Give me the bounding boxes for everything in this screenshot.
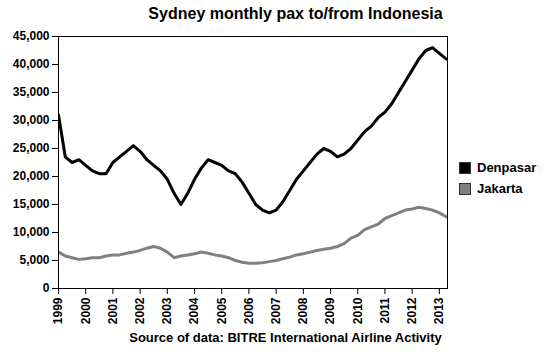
svg-text:2000: 2000 <box>79 297 93 324</box>
html-text:Source of data: BITRE Internat: Source of data: BITRE International Airl… <box>129 330 442 345</box>
svg-text:2010: 2010 <box>351 297 365 324</box>
svg-text:40,000: 40,000 <box>13 57 50 71</box>
svg-text:2007: 2007 <box>269 297 283 324</box>
html-text:Denpasar: Denpasar <box>477 160 537 175</box>
svg-text:20,000: 20,000 <box>13 169 50 183</box>
svg-text:2001: 2001 <box>106 297 120 324</box>
svg-text:2004: 2004 <box>187 297 201 324</box>
svg-text:2008: 2008 <box>296 297 310 324</box>
svg-text:2006: 2006 <box>242 297 256 324</box>
svg-text:2005: 2005 <box>215 297 229 324</box>
svg-text:30,000: 30,000 <box>13 113 50 127</box>
svg-text:2009: 2009 <box>323 297 337 324</box>
svg-text:2002: 2002 <box>133 297 147 324</box>
html-text:Sydney monthly pax to/from Ind: Sydney monthly pax to/from Indonesia <box>148 5 443 22</box>
svg-text:15,000: 15,000 <box>13 197 50 211</box>
html-text:Jakarta: Jakarta <box>477 181 523 196</box>
svg-text:2012: 2012 <box>405 297 419 324</box>
svg-text:10,000: 10,000 <box>13 225 50 239</box>
svg-text:2003: 2003 <box>160 297 174 324</box>
svg-text:0: 0 <box>43 281 50 295</box>
svg-text:35,000: 35,000 <box>13 85 50 99</box>
svg-text:25,000: 25,000 <box>13 141 50 155</box>
svg-text:2011: 2011 <box>378 297 392 323</box>
svg-text:45,000: 45,000 <box>13 29 50 43</box>
svg-text:5,000: 5,000 <box>19 253 49 267</box>
svg-text:2013: 2013 <box>432 297 446 324</box>
svg-text:1999: 1999 <box>51 297 65 324</box>
